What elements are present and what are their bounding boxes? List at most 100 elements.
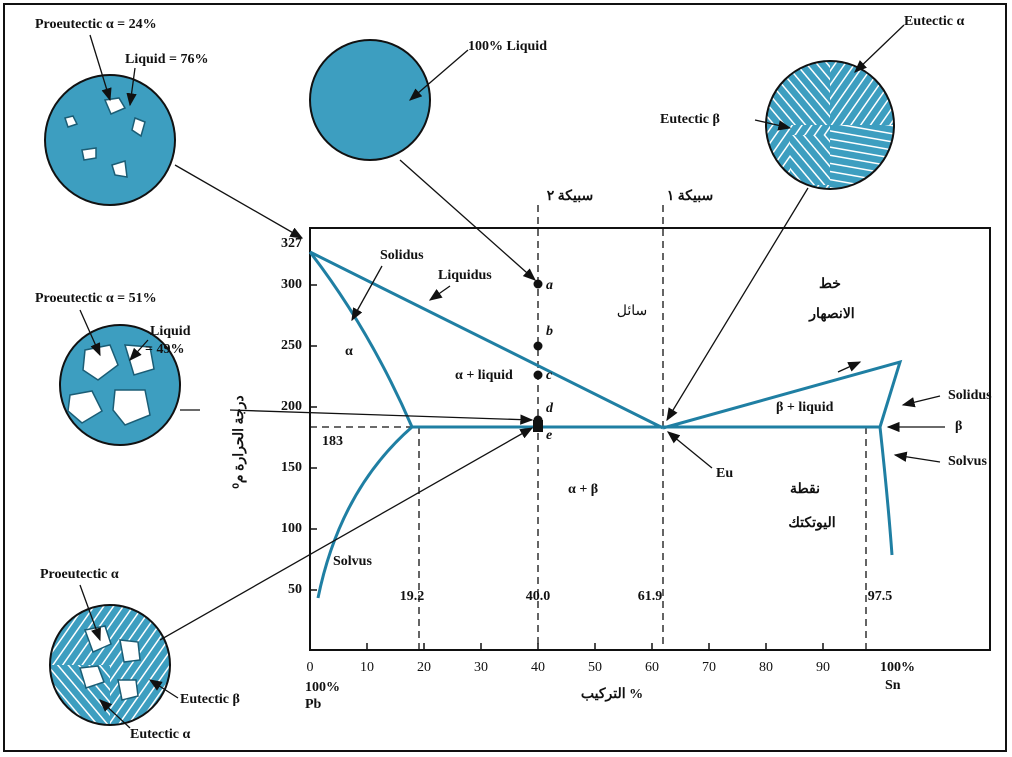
microstructure-label: Eutectic α [130,727,190,742]
liquid-label: سائل [617,304,648,319]
arrow [399,159,536,281]
microstructure-label: = 49% [145,342,184,357]
microstructure-label: Proeutectic α [40,567,119,582]
microstructure [309,39,431,161]
temperature-label: 183 [322,434,343,449]
region-label: α + β [568,482,598,497]
arrow [229,409,534,425]
y-tick-label: 150 [281,460,302,475]
eutectic-point-label: نقطة [790,482,820,497]
composition-label: 97.5 [868,589,893,604]
composition-label: 61.9 [638,589,663,604]
microstructure-outline [765,60,895,190]
microstructure [766,61,894,189]
microstructure-label: Proeutectic α = 51% [35,291,157,306]
y-tick-label: 327 [281,236,302,251]
x-tick-label: 40 [531,660,545,675]
y-ticks: 300 250 200 150 100 50 [281,277,317,597]
microstructure-label: 100% Liquid [468,39,547,54]
x-tick-label: 90 [816,660,830,675]
solvus-left [316,425,413,599]
arrow [89,34,112,102]
arrow [159,427,534,641]
region-label: Solidus [948,388,992,403]
y-tick-label: 50 [288,582,302,597]
arrow [409,49,469,101]
point-label: a [546,278,553,293]
x-axis-title: التركيب % [581,686,643,702]
liquidus-right [662,359,903,430]
y-axis-title: درجة الحرارة م⁰ [232,395,247,488]
region-label: Solvus [948,454,987,469]
composition-label: 19.2 [400,589,425,604]
region-label: α + liquid [455,368,513,383]
alloy-points [533,279,543,432]
composition-label: 40.0 [526,589,551,604]
melting-label: خط [819,277,841,292]
microstructure-label: Liquid [150,324,191,339]
proeutectic-grain [67,344,155,426]
arrow [754,119,792,131]
alloy-label: سبيكة ٢ [547,188,593,204]
arrow [99,699,131,729]
region-label: Solidus [380,248,424,263]
region-label: Eu [716,466,733,481]
arrow [428,285,451,301]
y-tick-label: 200 [281,399,302,414]
arrow [666,187,809,422]
alloy-label: سبيكة ١ [667,188,713,204]
arrow [837,361,862,373]
arrow [901,395,941,408]
proeutectic-grain [79,625,141,701]
point-label: d [546,401,554,416]
y-tick-label: 250 [281,338,302,353]
microstructure-label: Proeutectic α = 24% [35,17,157,32]
x-tick-label: 70 [702,660,716,675]
microstructure-label: Eutectic β [660,112,720,127]
arrow [126,67,137,107]
y-tick-label: 100 [281,521,302,536]
point-label: b [546,324,553,339]
element-label: Pb [305,697,322,712]
microstructure [44,74,176,206]
x-tick-label: 60 [645,660,659,675]
arrow [893,451,941,463]
arrow [79,584,101,642]
x-ticks: 0 10 20 30 40 50 60 70 80 90 [307,643,830,675]
region-label: Solvus [333,554,372,569]
x-tick-label: 100% [305,680,340,695]
eutectic-point-label: اليوتكتك [788,515,835,531]
region-label: α [345,344,353,359]
region-label: Liquidus [438,268,492,283]
point-label: c [546,368,553,383]
x-tick-label: 20 [417,660,431,675]
x-tick-label: 0 [307,660,314,675]
microstructure-label: Eutectic β [180,692,240,707]
point-label: e [546,428,552,443]
y-tick-label: 300 [281,277,302,292]
x-tick-label: 10 [360,660,374,675]
x-tick-label: 50 [588,660,602,675]
melting-label: الانصهار [808,307,854,322]
region-label: β + liquid [776,400,834,415]
arrow [129,339,149,361]
arrow [174,164,304,239]
solidus-left [308,251,414,428]
microstructure-label: Liquid = 76% [125,52,208,67]
plot-frame [309,227,991,651]
arrow [351,265,383,322]
arrow [79,309,101,357]
arrow [854,24,905,73]
frame [3,3,1007,752]
liquidus-left [309,250,664,430]
proeutectic-grain [64,97,146,178]
x-tick-label: 100% [880,660,915,675]
x-tick-label: 30 [474,660,488,675]
x-tick-label: 80 [759,660,773,675]
region-label: β [955,419,962,434]
microstructure-outline [49,604,171,726]
arrow [148,679,179,699]
solvus-right [878,426,894,556]
microstructure-label: Eutectic α [904,14,964,29]
